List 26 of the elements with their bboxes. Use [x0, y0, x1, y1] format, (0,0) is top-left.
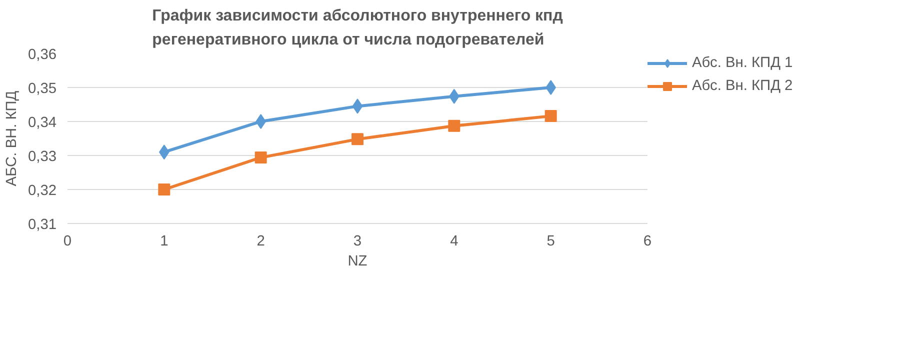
chart-title: График зависимости абсолютного внутреннего кпд регенеративного цикла от числа подогревателей	[152, 8, 563, 48]
legend-label: Абс. Вн. КПД 2	[692, 78, 793, 94]
y-tick-label: 0,31	[28, 217, 57, 233]
x-tick-label: 1	[160, 234, 168, 250]
point	[352, 98, 363, 114]
x-tick-label: 3	[353, 234, 362, 250]
y-axis-title: АБС. ВН. КПД	[4, 90, 20, 186]
x-axis-title: NZ	[348, 254, 368, 270]
y-tick-label: 0,33	[28, 149, 57, 165]
point	[256, 114, 266, 129]
x-tick-label: 4	[450, 234, 458, 250]
point	[544, 110, 557, 122]
x-tick-label: 6	[643, 234, 652, 250]
point	[254, 152, 267, 164]
point	[352, 133, 364, 146]
x-tick-label: 2	[256, 234, 265, 250]
x-tick-label: 0	[63, 234, 72, 250]
x-tick-label: 5	[546, 234, 555, 250]
y-tick-label: 0,34	[28, 115, 57, 131]
point	[158, 184, 170, 196]
legend-label: Абс. Вн. КПД 1	[692, 55, 793, 71]
point	[546, 80, 556, 95]
y-tick-label: 0,36	[28, 47, 57, 63]
y-tick-label: 0,32	[28, 183, 57, 199]
y-tick-label: 0,35	[28, 81, 57, 97]
point	[448, 120, 460, 132]
